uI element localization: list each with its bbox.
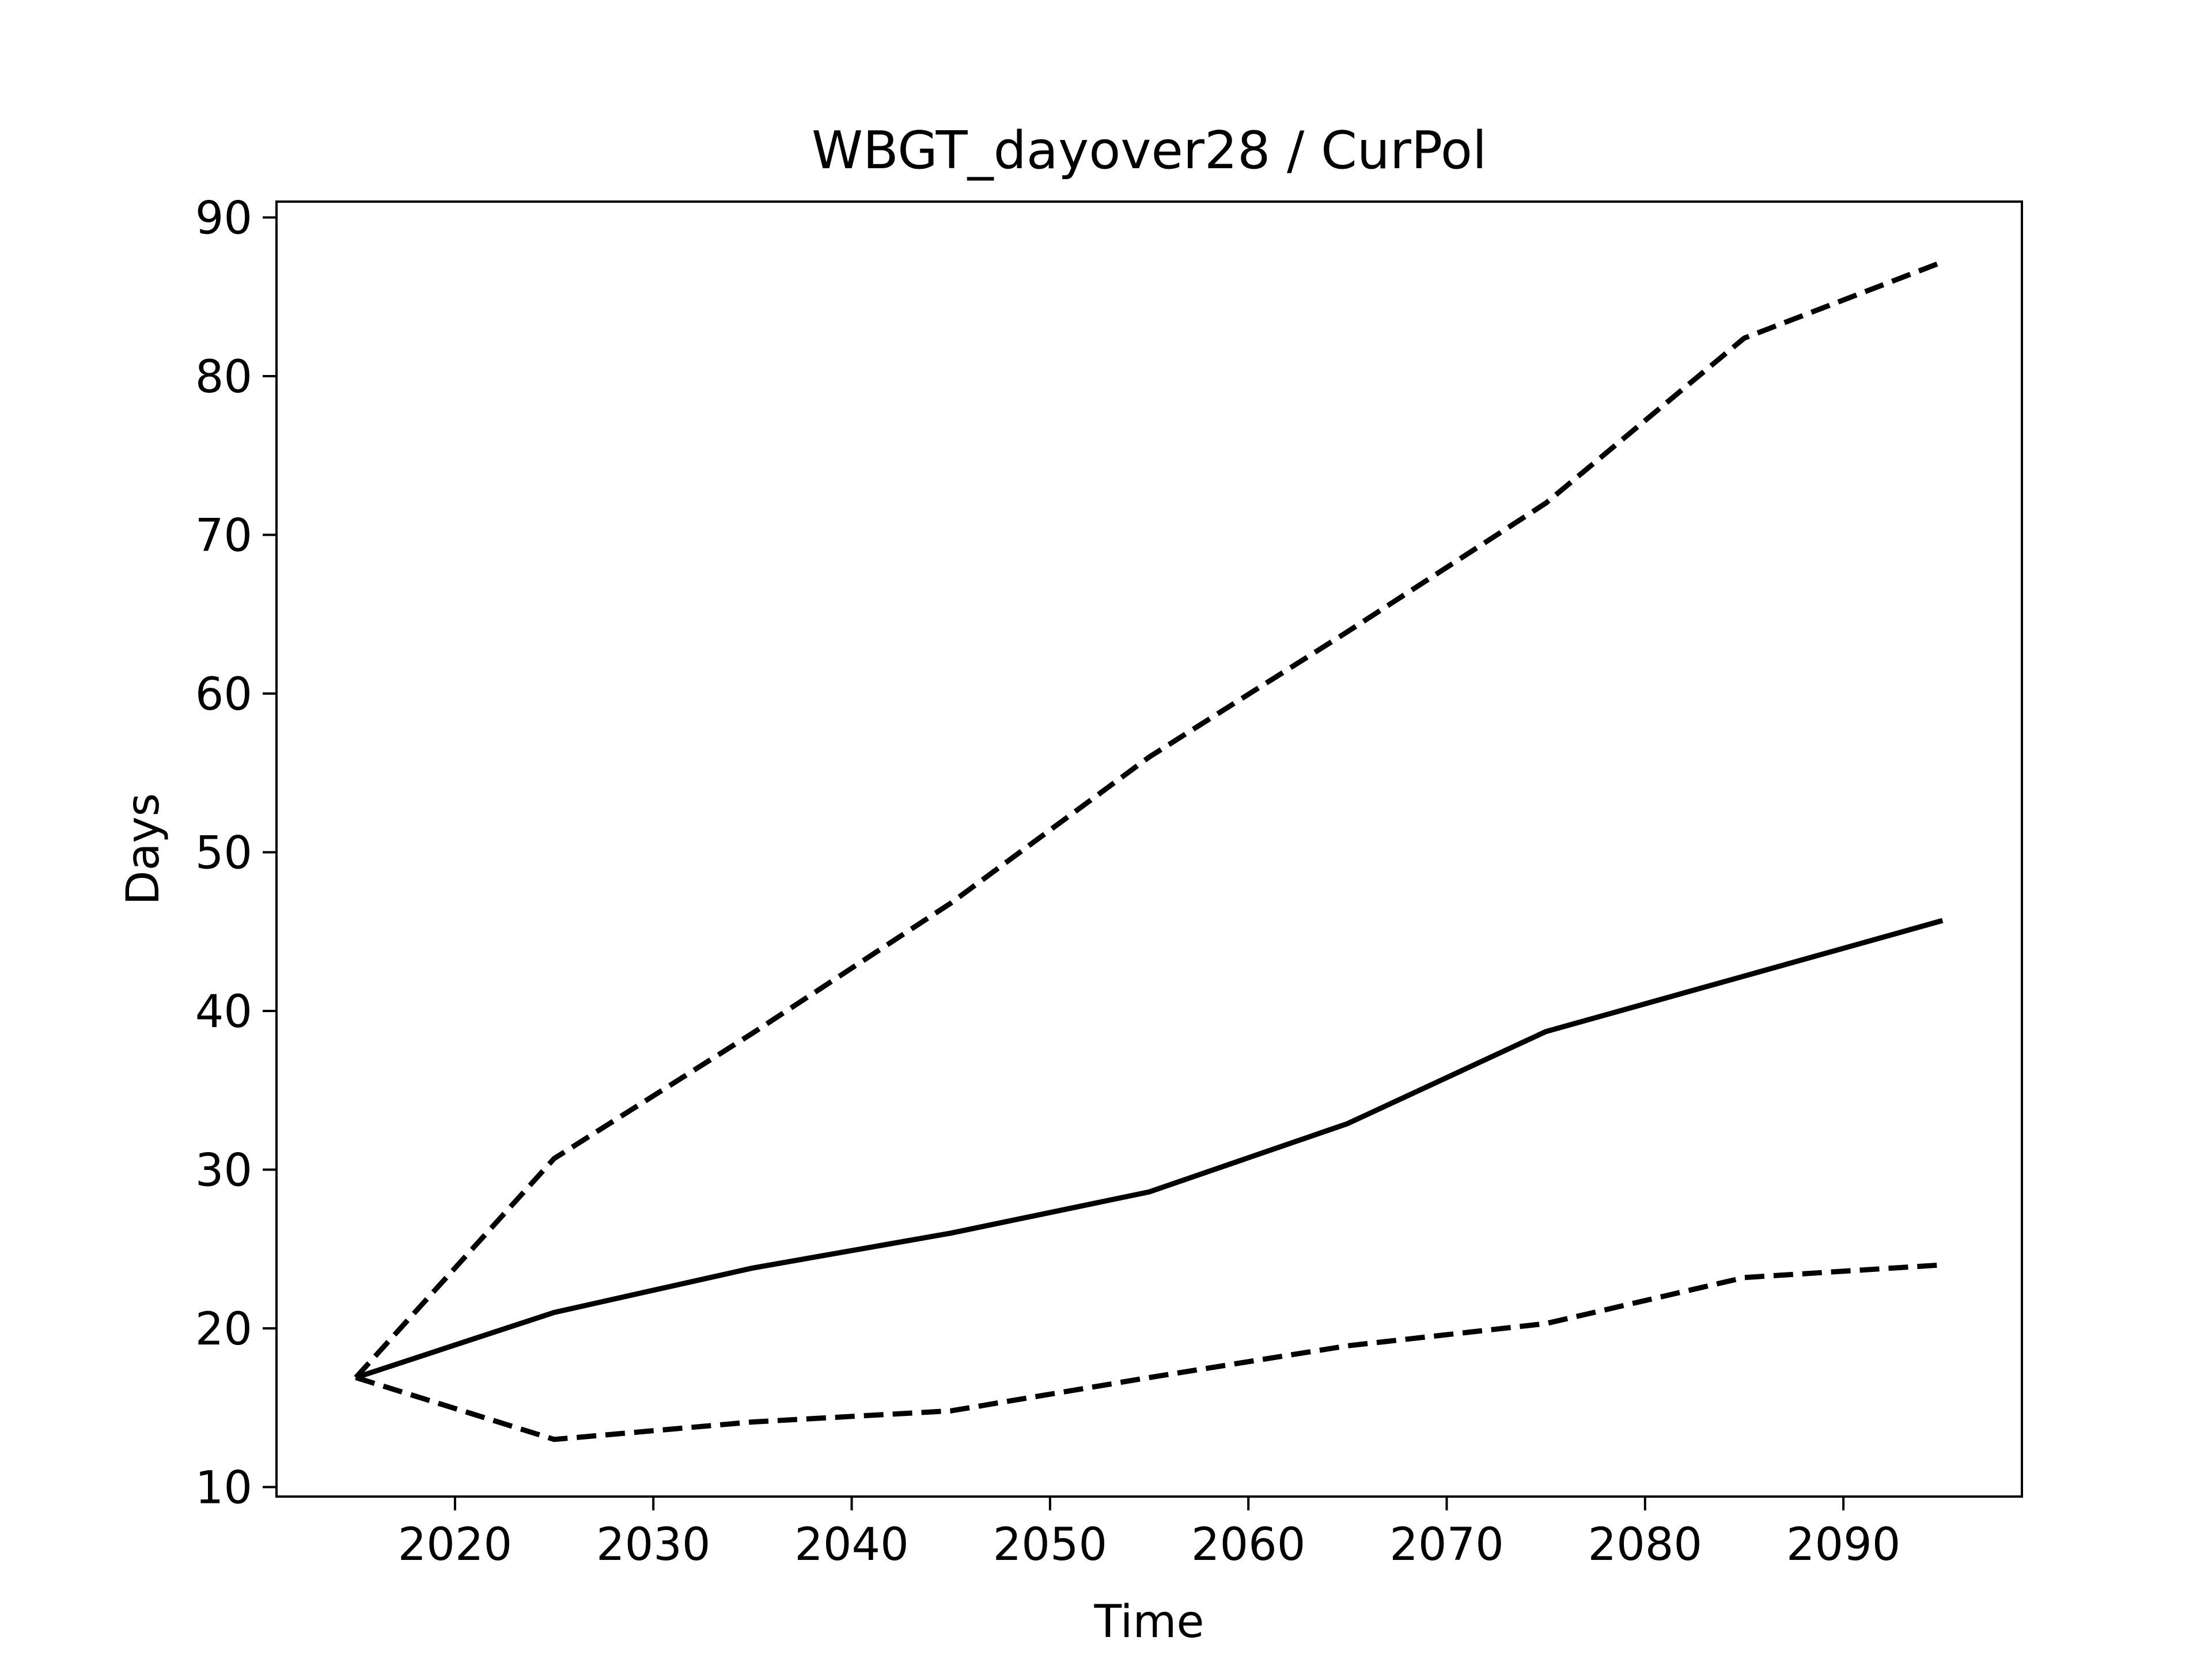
y-axis-label: Days [118,793,169,906]
x-axis-label: Time [1094,1596,1205,1648]
y-tick-label: 50 [195,828,252,880]
chart-title: WBGT_dayover28 / CurPol [812,120,1487,181]
plot-area-frame [275,200,2023,1498]
y-tick-label: 60 [195,669,252,721]
x-tick-label: 2040 [794,1519,909,1571]
series-line-2-dashed [354,259,1944,1380]
x-tick-label: 2090 [1786,1519,1901,1571]
y-tick-label: 10 [195,1462,252,1514]
series-line-1-solid [355,918,1944,1380]
y-tick-label: 90 [195,193,252,245]
y-tick-label: 30 [195,1145,252,1196]
x-tick-label: 2060 [1191,1519,1306,1571]
y-tick-label: 70 [195,510,252,562]
y-tick-label: 20 [195,1304,252,1355]
x-tick-label: 2080 [1588,1519,1703,1571]
x-tick-label: 2020 [398,1519,513,1571]
y-axis: 10 20 30 40 50 60 70 80 90 [195,193,276,1514]
series-layer [354,259,1944,1442]
x-axis: 2020 2030 2040 2050 2060 2070 2080 2090 [398,1497,1901,1571]
x-tick-label: 2050 [993,1519,1108,1571]
y-tick-label: 40 [195,986,252,1038]
y-tick-label: 80 [195,351,252,403]
x-tick-label: 2030 [596,1519,711,1571]
series-line-3-dashed [355,1262,1943,1442]
x-tick-label: 2070 [1389,1519,1504,1571]
